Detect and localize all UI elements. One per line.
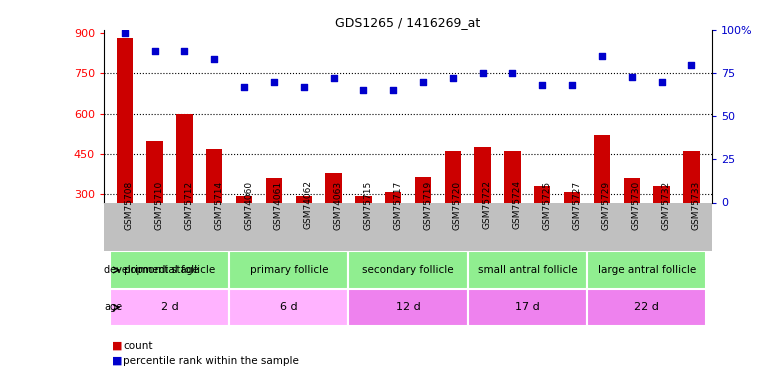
- Text: GSM75732: GSM75732: [661, 180, 671, 230]
- Point: [327, 75, 340, 81]
- Text: 12 d: 12 d: [396, 303, 420, 312]
- Text: GSM75729: GSM75729: [602, 180, 611, 230]
- Point: [119, 30, 131, 36]
- Text: count: count: [123, 341, 152, 351]
- Point: [387, 87, 400, 93]
- Bar: [229, 251, 349, 289]
- Text: GSM75708: GSM75708: [125, 180, 134, 230]
- Bar: [587, 251, 706, 289]
- Bar: [587, 289, 706, 326]
- Bar: [467, 289, 587, 326]
- Text: GSM75717: GSM75717: [393, 180, 402, 230]
- Text: 22 d: 22 d: [634, 303, 659, 312]
- Text: primordial follicle: primordial follicle: [124, 265, 215, 275]
- Bar: [296, 196, 312, 275]
- Point: [149, 48, 161, 54]
- Text: GSM75733: GSM75733: [691, 180, 701, 230]
- Point: [536, 82, 548, 88]
- Bar: [355, 196, 372, 275]
- Text: secondary follicle: secondary follicle: [363, 265, 454, 275]
- Point: [655, 79, 668, 85]
- Text: GSM74063: GSM74063: [333, 180, 343, 230]
- Point: [477, 70, 489, 76]
- Point: [685, 62, 698, 68]
- Text: GSM75714: GSM75714: [214, 180, 223, 230]
- Text: ■: ■: [112, 356, 122, 366]
- Text: age: age: [104, 303, 122, 312]
- Text: GSM75719: GSM75719: [423, 180, 432, 230]
- Text: GSM74062: GSM74062: [303, 180, 313, 230]
- Text: GSM75725: GSM75725: [542, 180, 551, 230]
- Bar: [564, 192, 581, 275]
- Text: GSM75730: GSM75730: [631, 180, 641, 230]
- Text: large antral follicle: large antral follicle: [598, 265, 696, 275]
- Point: [297, 84, 310, 90]
- Bar: [385, 192, 401, 275]
- Point: [268, 79, 280, 85]
- Point: [208, 56, 220, 62]
- Text: 2 d: 2 d: [161, 303, 179, 312]
- Point: [417, 79, 429, 85]
- Text: GSM75715: GSM75715: [363, 180, 373, 230]
- Text: percentile rank within the sample: percentile rank within the sample: [123, 356, 299, 366]
- Text: GSM75712: GSM75712: [185, 180, 193, 230]
- Bar: [229, 289, 349, 326]
- Bar: [266, 178, 282, 275]
- Bar: [349, 251, 467, 289]
- Bar: [504, 151, 521, 275]
- Bar: [654, 186, 670, 275]
- Bar: [467, 251, 587, 289]
- Point: [357, 87, 370, 93]
- Bar: [110, 289, 229, 326]
- Bar: [624, 178, 640, 275]
- Text: GSM75727: GSM75727: [572, 180, 581, 230]
- Title: GDS1265 / 1416269_at: GDS1265 / 1416269_at: [336, 16, 480, 29]
- Text: small antral follicle: small antral follicle: [477, 265, 578, 275]
- Point: [596, 53, 608, 59]
- Bar: [349, 289, 467, 326]
- Point: [625, 74, 638, 80]
- Bar: [474, 147, 490, 275]
- Point: [447, 75, 459, 81]
- Bar: [594, 135, 610, 275]
- Bar: [415, 177, 431, 275]
- Bar: [110, 251, 229, 289]
- Point: [179, 48, 191, 54]
- Text: GSM75724: GSM75724: [513, 180, 521, 230]
- Bar: [326, 173, 342, 275]
- Text: ■: ■: [112, 341, 122, 351]
- Bar: [236, 196, 253, 275]
- Text: development stage: development stage: [104, 265, 199, 275]
- Point: [566, 82, 578, 88]
- Text: GSM75720: GSM75720: [453, 180, 462, 230]
- Bar: [683, 151, 700, 275]
- Bar: [534, 186, 551, 275]
- Point: [238, 84, 250, 90]
- Text: GSM75722: GSM75722: [483, 180, 492, 230]
- Text: GSM75710: GSM75710: [155, 180, 164, 230]
- Text: GSM74060: GSM74060: [244, 180, 253, 230]
- Text: 17 d: 17 d: [515, 303, 540, 312]
- Text: primary follicle: primary follicle: [249, 265, 328, 275]
- Text: 6 d: 6 d: [280, 303, 298, 312]
- Bar: [444, 151, 461, 275]
- Bar: [146, 141, 162, 275]
- Bar: [116, 38, 133, 275]
- Point: [507, 70, 519, 76]
- Bar: [206, 148, 223, 275]
- Bar: [176, 114, 192, 275]
- Text: GSM74061: GSM74061: [274, 180, 283, 230]
